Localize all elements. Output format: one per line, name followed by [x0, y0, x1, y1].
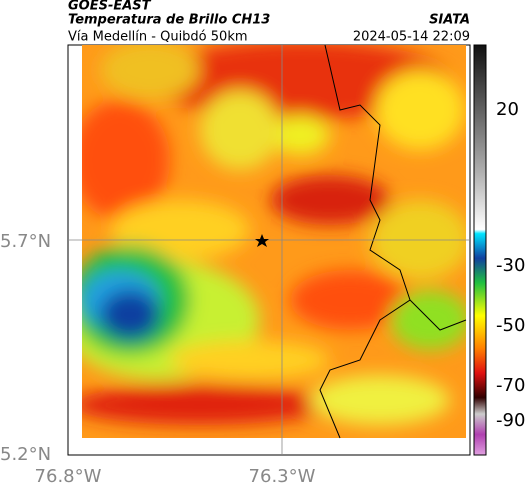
brightness-image — [82, 45, 466, 438]
colorbar — [473, 44, 487, 456]
lon-label: 76.8°W — [35, 466, 102, 487]
colorbar-tick-label: -90 — [496, 410, 525, 431]
colorbar-tick-label: -30 — [496, 255, 525, 276]
colorbar-tick-label: -70 — [496, 375, 525, 396]
source: GOES-EAST — [68, 0, 152, 14]
borders — [319, 44, 467, 439]
lat-label: 5.7°N — [0, 231, 51, 252]
agency: SIATA — [429, 13, 470, 28]
subtitle: Vía Medellín - Quibdó 50km — [68, 30, 248, 45]
datetime: 2024-05-14 22:09 — [353, 30, 470, 45]
lon-label: 76.3°W — [249, 466, 316, 487]
colorbar-tick-label: 20 — [496, 99, 519, 120]
colorbar-tick-label: -50 — [496, 315, 525, 336]
title: Temperatura de Brillo CH13 — [68, 13, 270, 28]
location-marker — [255, 234, 269, 247]
lat-label: 5.2°N — [0, 444, 51, 465]
